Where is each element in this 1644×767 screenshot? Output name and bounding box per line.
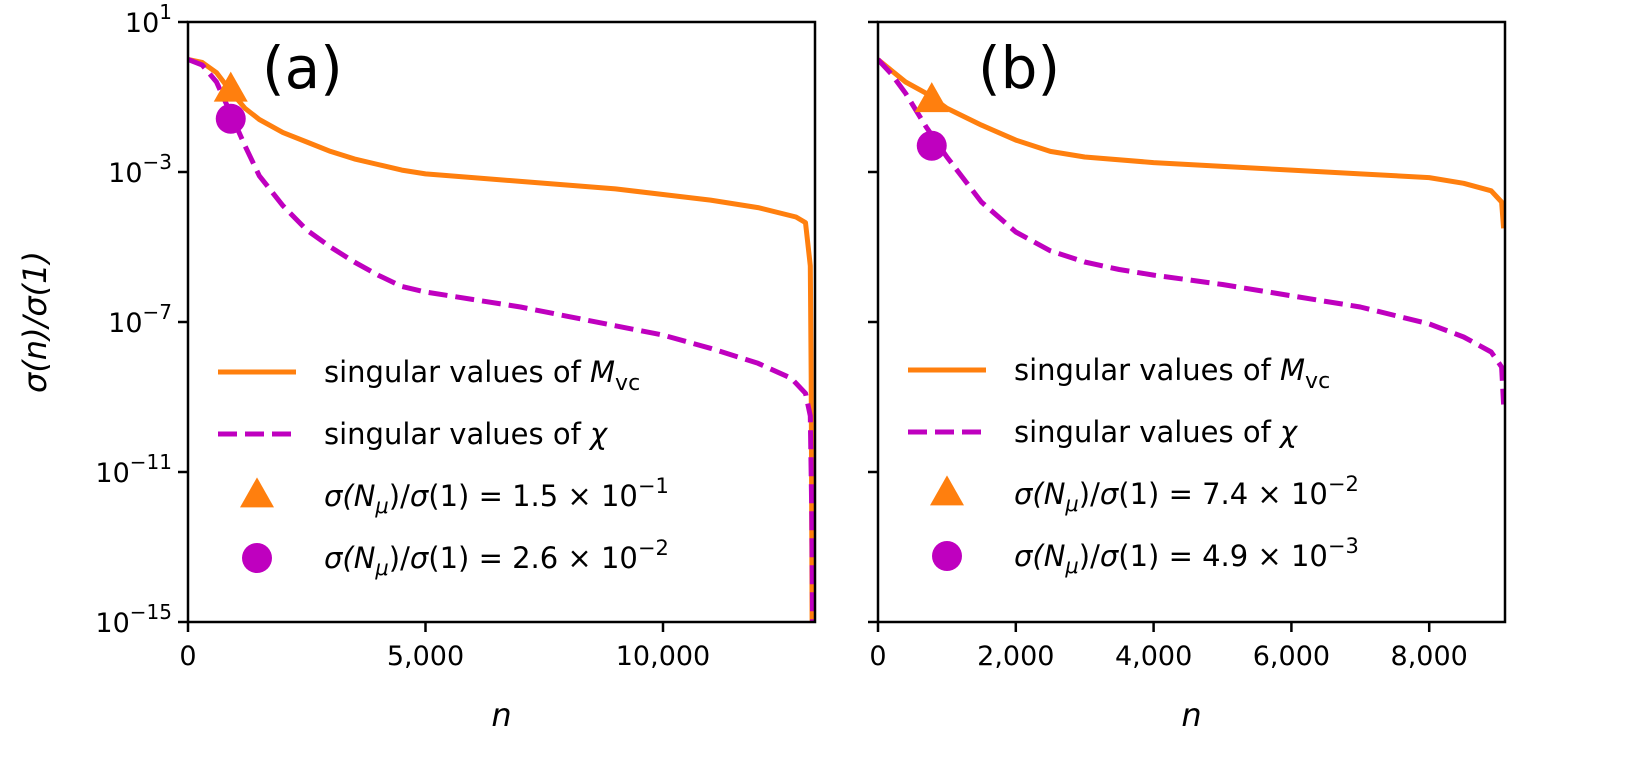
plot-frame-0 [186,20,817,624]
panel-a: 101 10−3 10−7 10−11 10−150 5,000 10,000 n σ(n)/σ… [16,0,817,734]
legend-entry-text: σ(Nμ)/σ(1) = 7.4 × 10−2 [1014,472,1359,516]
legend-circle-marker [242,543,272,573]
x-axis-label: n [1181,696,1201,734]
x-tick-label: 5,000 [387,641,464,672]
legend-circle-marker [932,541,962,571]
legend-entry-text: singular values of χ [1014,415,1299,449]
legend-entry-text: singular values of Mvc [324,355,640,396]
legend-entry-text: singular values of Mvc [1014,353,1330,394]
plot-frame-1 [876,20,1507,624]
y-tick-label: 10−7 [108,300,172,339]
legend-triangle-marker [930,475,964,506]
x-tick-label: 8,000 [1391,641,1468,672]
panel-label: (b) [978,34,1060,102]
triangle-marker-0 [213,71,248,102]
legend-entry-text: σ(Nμ)/σ(1) = 1.5 × 10−1 [324,474,669,518]
legend-0: singular values of Mvc singular values of… [218,355,669,580]
panel-label: (a) [262,34,343,102]
series-mvc-line-0 [188,57,815,622]
x-tick-label: 0 [869,641,886,672]
x-tick-label: 4,000 [1115,641,1192,672]
x-axis-label: n [491,696,511,734]
y-tick-label: 10−11 [95,450,172,489]
y-tick-label: 101 [125,0,172,39]
legend-entry-text: σ(Nμ)/σ(1) = 4.9 × 10−3 [1014,534,1359,578]
triangle-marker-1 [914,82,949,113]
y-tick-label: 10−3 [108,150,172,189]
legend-entry-text: σ(Nμ)/σ(1) = 2.6 × 10−2 [324,536,669,580]
panel-b: 0 2,000 4,000 6,000 8,000 n (b) singular values… [868,20,1507,734]
circle-marker-0 [215,103,246,134]
y-axis-label: σ(n)/σ(1) [16,251,54,393]
x-tick-label: 2,000 [977,641,1054,672]
y-tick-label: 10−15 [95,600,172,639]
series-chi-line-1 [878,57,1505,405]
x-tick-label: 10,000 [616,641,710,672]
circle-marker-1 [916,130,947,161]
legend-1: singular values of Mvc singular values of… [908,353,1359,578]
x-tick-label: 6,000 [1253,641,1330,672]
series-mvc-line-1 [878,57,1505,229]
legend-entry-text: singular values of χ [324,417,609,451]
x-tick-label: 0 [179,641,196,672]
legend-triangle-marker [240,477,274,508]
series-chi-line-0 [188,57,815,622]
